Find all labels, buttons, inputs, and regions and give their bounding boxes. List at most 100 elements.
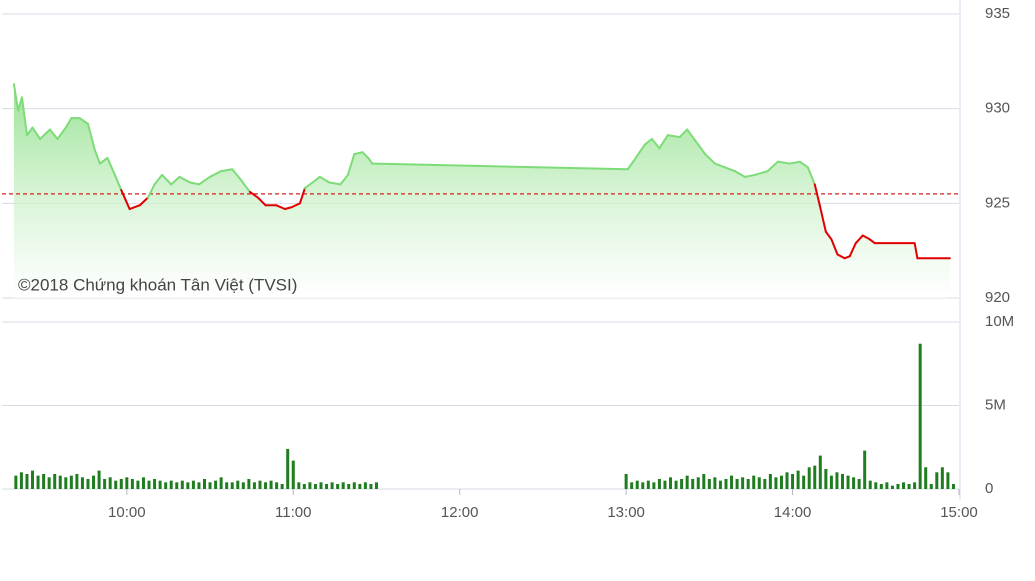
volume-bar: [707, 478, 711, 489]
price-segment: [128, 204, 141, 211]
price-segment: [31, 126, 42, 140]
volume-bar: [374, 482, 378, 489]
volume-bar: [840, 473, 844, 489]
volume-bar: [230, 482, 234, 489]
volume-bar: [169, 480, 173, 489]
volume-bar: [896, 483, 900, 489]
volume-bar: [663, 480, 667, 489]
y-tick-label: 920: [985, 289, 1010, 306]
volume-bar: [286, 448, 290, 489]
volume-bar: [646, 480, 650, 489]
price-segment: [231, 168, 242, 180]
volume-bar: [313, 483, 317, 489]
volume-bar: [829, 475, 833, 489]
price-segment: [197, 175, 212, 186]
price-segment: [723, 166, 736, 173]
volume-bar: [652, 482, 656, 489]
volume-bar: [791, 473, 795, 489]
volume-bar: [14, 475, 18, 489]
price-segment: [138, 196, 149, 207]
price-segment: [328, 181, 342, 186]
volume-bar: [918, 343, 922, 489]
price-segment: [48, 128, 59, 140]
volume-bar: [47, 477, 51, 489]
price-segment: [626, 158, 636, 171]
price-segment: [371, 162, 629, 171]
volume-bar: [247, 478, 251, 489]
volume-bar: [691, 478, 695, 489]
volume-bar: [75, 473, 79, 489]
price-segment: [686, 128, 697, 142]
volume-bar: [824, 468, 828, 489]
price-segment: [298, 187, 306, 205]
x-tick-label: 13:00: [607, 504, 645, 521]
volume-bar: [97, 470, 101, 489]
volume-bar: [946, 472, 950, 489]
volume-bar: [369, 483, 373, 489]
x-tick-label: 12:00: [441, 504, 479, 521]
volume-bar: [358, 483, 362, 489]
price-segment: [283, 206, 293, 211]
volume-bar: [19, 472, 23, 489]
volume-bar: [352, 482, 356, 489]
price-segment: [39, 128, 51, 140]
price-segment: [339, 173, 349, 186]
volume-bar: [330, 482, 334, 489]
price-segment: [189, 181, 200, 186]
volume-bar: [813, 465, 817, 489]
price-segment: [861, 234, 871, 241]
price-segment: [248, 190, 260, 199]
price-segment: [346, 153, 356, 176]
price-segment: [318, 175, 331, 184]
volume-bar: [363, 482, 367, 489]
volume-bar: [308, 482, 312, 489]
volume-bar: [713, 477, 717, 489]
volume-bar: [807, 467, 811, 489]
price-segment: [170, 175, 181, 186]
volume-bar: [269, 480, 273, 489]
volume-bar: [341, 482, 345, 489]
price-segment: [678, 128, 689, 139]
volume-bar: [746, 478, 750, 489]
price-segment: [275, 204, 286, 211]
price-segment: [209, 170, 223, 178]
volume-bar: [164, 482, 168, 489]
price-segment: [766, 160, 779, 173]
volume-bar: [264, 482, 268, 489]
price-segment: [113, 173, 123, 192]
volume-bar: [153, 478, 157, 489]
volume-bar: [64, 477, 68, 489]
volume-bar: [757, 477, 761, 489]
price-segment: [353, 151, 364, 156]
price-segment: [868, 238, 876, 245]
volume-bar: [730, 475, 734, 489]
volume-bar: [951, 483, 955, 489]
price-segment: [78, 117, 89, 125]
price-segment: [98, 156, 109, 165]
volume-bar: [779, 475, 783, 489]
price-segment: [290, 202, 301, 209]
volume-bar: [846, 475, 850, 489]
volume-bar: [136, 480, 140, 489]
volume-bar: [214, 480, 218, 489]
volume-bar: [641, 482, 645, 489]
volume-bar: [752, 475, 756, 489]
volume-bar: [785, 472, 789, 489]
x-tick-label: 15:00: [940, 504, 978, 521]
volume-bar: [885, 482, 889, 489]
x-tick-label: 10:00: [108, 504, 146, 521]
volume-bar: [175, 482, 179, 489]
volume-bar: [718, 480, 722, 489]
volume-bar: [25, 473, 29, 489]
volume-bar: [236, 480, 240, 489]
volume-bar: [724, 478, 728, 489]
price-segment: [56, 126, 67, 140]
price-segment: [666, 134, 681, 139]
volume-bar: [347, 483, 351, 489]
price-segment: [848, 242, 857, 258]
price-segment: [633, 143, 646, 161]
volume-bar: [275, 482, 279, 489]
volume-bar: [241, 482, 245, 489]
price-segment: [713, 162, 726, 169]
price-segment: [120, 189, 131, 211]
